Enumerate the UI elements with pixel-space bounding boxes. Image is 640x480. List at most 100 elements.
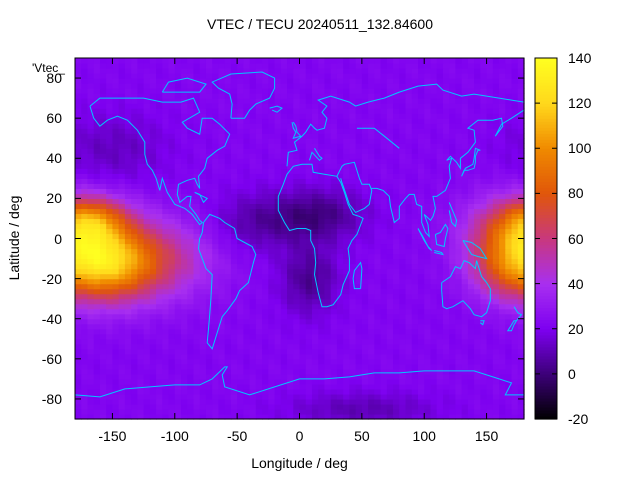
heatmap-cell xyxy=(449,148,457,154)
heatmap-cell xyxy=(218,208,226,215)
heatmap-cell xyxy=(131,133,138,139)
heatmap-cell xyxy=(124,93,132,99)
heatmap-cell xyxy=(131,113,138,119)
heatmap-cell xyxy=(349,188,357,194)
heatmap-cell xyxy=(75,298,82,305)
heatmap-cell xyxy=(131,278,138,285)
heatmap-cell xyxy=(505,178,513,184)
heatmap-cell xyxy=(168,393,176,400)
heatmap-cell xyxy=(461,308,469,315)
heatmap-cell xyxy=(243,383,251,390)
heatmap-cell xyxy=(324,203,332,210)
heatmap-cell xyxy=(461,198,469,204)
heatmap-cell xyxy=(355,118,363,124)
heatmap-cell xyxy=(380,158,388,164)
heatmap-cell xyxy=(461,278,469,285)
heatmap-cell xyxy=(368,83,375,89)
heatmap-cell xyxy=(311,73,319,79)
heatmap-cell xyxy=(505,88,513,94)
heatmap-cell xyxy=(87,183,95,189)
heatmap-cell xyxy=(318,308,326,315)
heatmap-cell xyxy=(249,78,257,84)
heatmap-cell xyxy=(374,203,382,210)
heatmap-cell xyxy=(193,188,201,194)
heatmap-cell xyxy=(393,168,400,174)
heatmap-cell xyxy=(131,183,138,189)
heatmap-cell xyxy=(75,118,82,124)
heatmap-cell xyxy=(517,323,525,330)
heatmap-cell xyxy=(492,378,500,385)
heatmap-cell xyxy=(505,123,513,129)
heatmap-cell xyxy=(243,393,251,400)
heatmap-cell xyxy=(355,288,363,295)
heatmap-cell xyxy=(218,363,226,370)
heatmap-cell xyxy=(349,288,357,295)
heatmap-cell xyxy=(511,163,519,169)
heatmap-cell xyxy=(318,218,326,225)
heatmap-cell xyxy=(343,243,350,250)
heatmap-cell xyxy=(212,163,220,169)
heatmap-cell xyxy=(311,388,319,395)
heatmap-cell xyxy=(299,353,307,360)
heatmap-cell xyxy=(336,198,344,204)
heatmap-cell xyxy=(461,118,469,124)
heatmap-cell xyxy=(311,178,319,184)
heatmap-cell xyxy=(455,83,463,89)
heatmap-cell xyxy=(280,73,288,79)
heatmap-cell xyxy=(499,358,506,365)
heatmap-cell xyxy=(330,133,338,139)
heatmap-cell xyxy=(461,163,469,169)
heatmap-cell xyxy=(218,153,226,159)
heatmap-cell xyxy=(162,388,170,395)
heatmap-cell xyxy=(424,238,432,245)
heatmap-cell xyxy=(224,138,232,144)
heatmap-cell xyxy=(505,268,513,275)
heatmap-cell xyxy=(305,288,313,295)
heatmap-cell xyxy=(393,278,400,285)
heatmap-cell xyxy=(249,388,257,395)
heatmap-cell xyxy=(131,253,138,260)
heatmap-cell xyxy=(311,363,319,370)
heatmap-cell xyxy=(75,383,82,390)
heatmap-cell xyxy=(467,203,475,210)
heatmap-cell xyxy=(255,283,263,290)
heatmap-cell xyxy=(205,363,213,370)
heatmap-cell xyxy=(199,78,207,84)
heatmap-cell xyxy=(99,138,107,144)
heatmap-cell xyxy=(318,178,326,184)
heatmap-cell xyxy=(505,223,513,230)
heatmap-cell xyxy=(374,323,382,330)
heatmap-cell xyxy=(274,278,282,285)
heatmap-cell xyxy=(287,133,294,139)
heatmap-cell xyxy=(143,293,151,300)
heatmap-cell xyxy=(99,123,107,129)
heatmap-cell xyxy=(168,128,176,134)
heatmap-cell xyxy=(280,153,288,159)
heatmap-cell xyxy=(199,363,207,370)
heatmap-cell xyxy=(355,383,363,390)
heatmap-cell xyxy=(336,383,344,390)
heatmap-cell xyxy=(517,93,525,99)
heatmap-cell xyxy=(374,248,382,255)
heatmap-cell xyxy=(230,258,238,265)
heatmap-cell xyxy=(305,253,313,260)
heatmap-cell xyxy=(330,283,338,290)
heatmap-cell xyxy=(262,243,269,250)
heatmap-cell xyxy=(405,213,413,220)
heatmap-cell xyxy=(499,303,506,310)
heatmap-cell xyxy=(374,193,382,199)
heatmap-cell xyxy=(255,178,263,184)
heatmap-cell xyxy=(268,173,276,179)
heatmap-cell xyxy=(355,263,363,270)
heatmap-cell xyxy=(137,308,145,315)
heatmap-cell xyxy=(199,178,207,184)
heatmap-cell xyxy=(287,203,294,210)
heatmap-cell xyxy=(106,388,114,395)
heatmap-cell xyxy=(442,83,450,89)
heatmap-cell xyxy=(162,393,170,400)
heatmap-cell xyxy=(181,93,188,99)
heatmap-cell xyxy=(361,103,369,109)
heatmap-cell xyxy=(287,263,294,270)
heatmap-cell xyxy=(187,353,195,360)
heatmap-cell xyxy=(168,273,176,280)
